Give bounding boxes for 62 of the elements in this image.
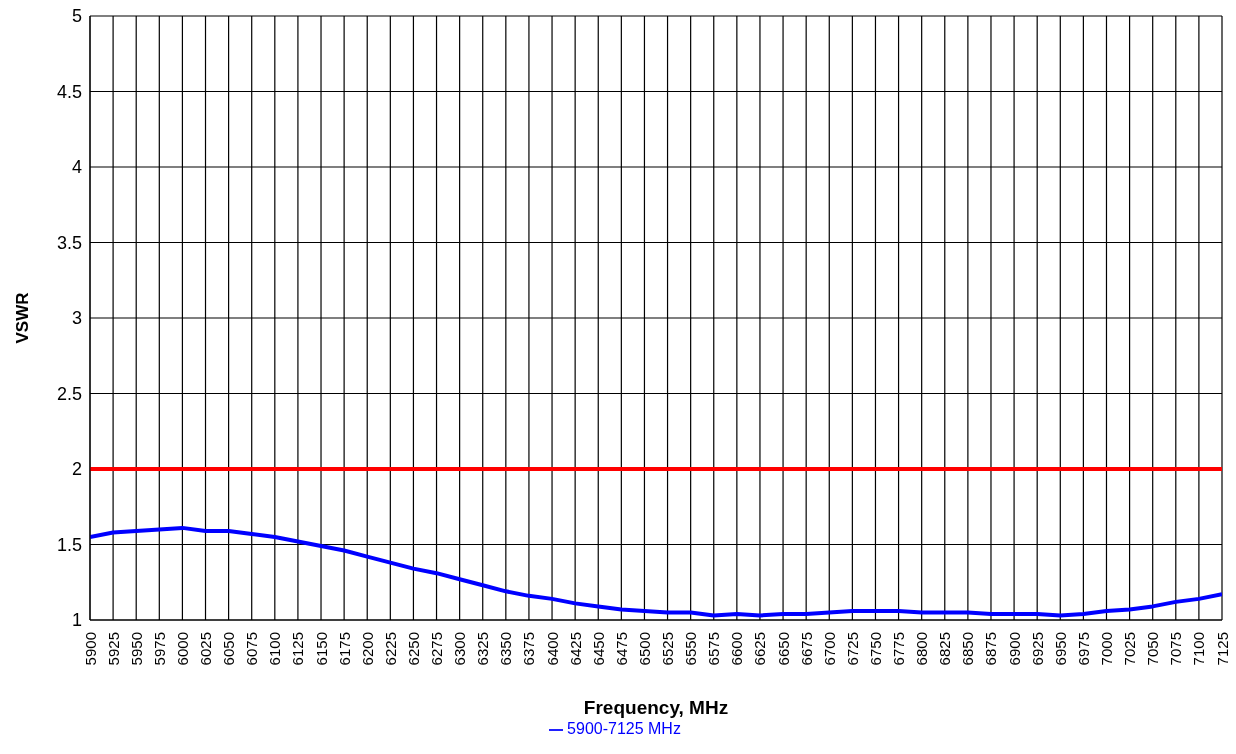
x-tick-label: 7000 <box>1097 632 1115 666</box>
x-tick-label: 6775 <box>890 632 908 666</box>
x-tick-label: 6225 <box>381 632 399 666</box>
legend-label: 5900-7125 MHz <box>567 720 681 737</box>
x-tick-label: 6000 <box>173 632 191 666</box>
y-tick-label: 3.5 <box>56 232 82 253</box>
x-tick-label: 6325 <box>474 632 492 666</box>
x-tick-label: 6875 <box>982 632 1000 666</box>
x-tick-label: 7050 <box>1144 632 1162 666</box>
x-tick-label: 6650 <box>774 632 792 666</box>
x-tick-label: 6575 <box>705 632 723 666</box>
x-tick-label: 6125 <box>289 632 307 666</box>
x-tick-label: 6550 <box>682 632 700 666</box>
x-tick-label: 6025 <box>197 632 215 666</box>
y-tick-label: 4 <box>71 157 82 178</box>
x-tick-label: 6625 <box>751 632 769 666</box>
x-tick-label: 6150 <box>312 632 330 666</box>
x-tick-label: 7100 <box>1190 632 1208 666</box>
x-tick-label: 6825 <box>936 632 954 666</box>
x-tick-label: 6450 <box>589 632 607 666</box>
x-tick-label: 6275 <box>428 632 446 666</box>
y-tick-label: 4.5 <box>56 81 82 102</box>
x-tick-label: 6200 <box>358 632 376 666</box>
x-tick-label: 6800 <box>913 632 931 666</box>
x-tick-label: 6950 <box>1051 632 1069 666</box>
x-tick-label: 7075 <box>1167 632 1185 666</box>
x-tick-label: 6600 <box>728 632 746 666</box>
y-tick-label: 3 <box>71 308 82 329</box>
x-tick-label: 6050 <box>220 632 238 666</box>
x-tick-label: 6475 <box>612 632 630 666</box>
x-tick-label: 6100 <box>266 632 284 666</box>
x-tick-label: 6925 <box>1028 632 1046 666</box>
x-tick-label: 6250 <box>404 632 422 666</box>
y-axis-title: VSWR <box>13 292 33 344</box>
x-tick-label: 6700 <box>820 632 838 666</box>
x-tick-label: 6900 <box>1005 632 1023 666</box>
x-tick-label: 6350 <box>497 632 515 666</box>
x-tick-label: 6975 <box>1074 632 1092 666</box>
y-tick-label: 2 <box>71 459 82 480</box>
x-tick-label: 6425 <box>566 632 584 666</box>
x-tick-label: 6725 <box>843 632 861 666</box>
x-tick-label: 7125 <box>1213 632 1231 666</box>
y-tick-label: 2.5 <box>56 383 82 404</box>
x-tick-label: 6175 <box>335 632 353 666</box>
x-axis-title: Frequency, MHz <box>583 697 729 718</box>
x-tick-label: 7025 <box>1121 632 1139 666</box>
x-tick-label: 6400 <box>543 632 561 666</box>
x-tick-label: 5900 <box>81 632 99 666</box>
y-tick-label: 1.5 <box>56 534 82 555</box>
x-tick-label: 6300 <box>451 632 469 666</box>
x-tick-label: 6075 <box>243 632 261 666</box>
x-tick-label: 5925 <box>104 632 122 666</box>
y-tick-label: 5 <box>71 6 82 27</box>
y-tick-label: 1 <box>71 610 82 631</box>
x-tick-label: 6525 <box>659 632 677 666</box>
x-tick-label: 6750 <box>866 632 884 666</box>
x-tick-label: 6500 <box>635 632 653 666</box>
x-tick-label: 5975 <box>150 632 168 666</box>
x-tick-label: 5950 <box>127 632 145 666</box>
x-tick-label: 6375 <box>520 632 538 666</box>
x-tick-label: 6850 <box>959 632 977 666</box>
x-tick-label: 6675 <box>797 632 815 666</box>
